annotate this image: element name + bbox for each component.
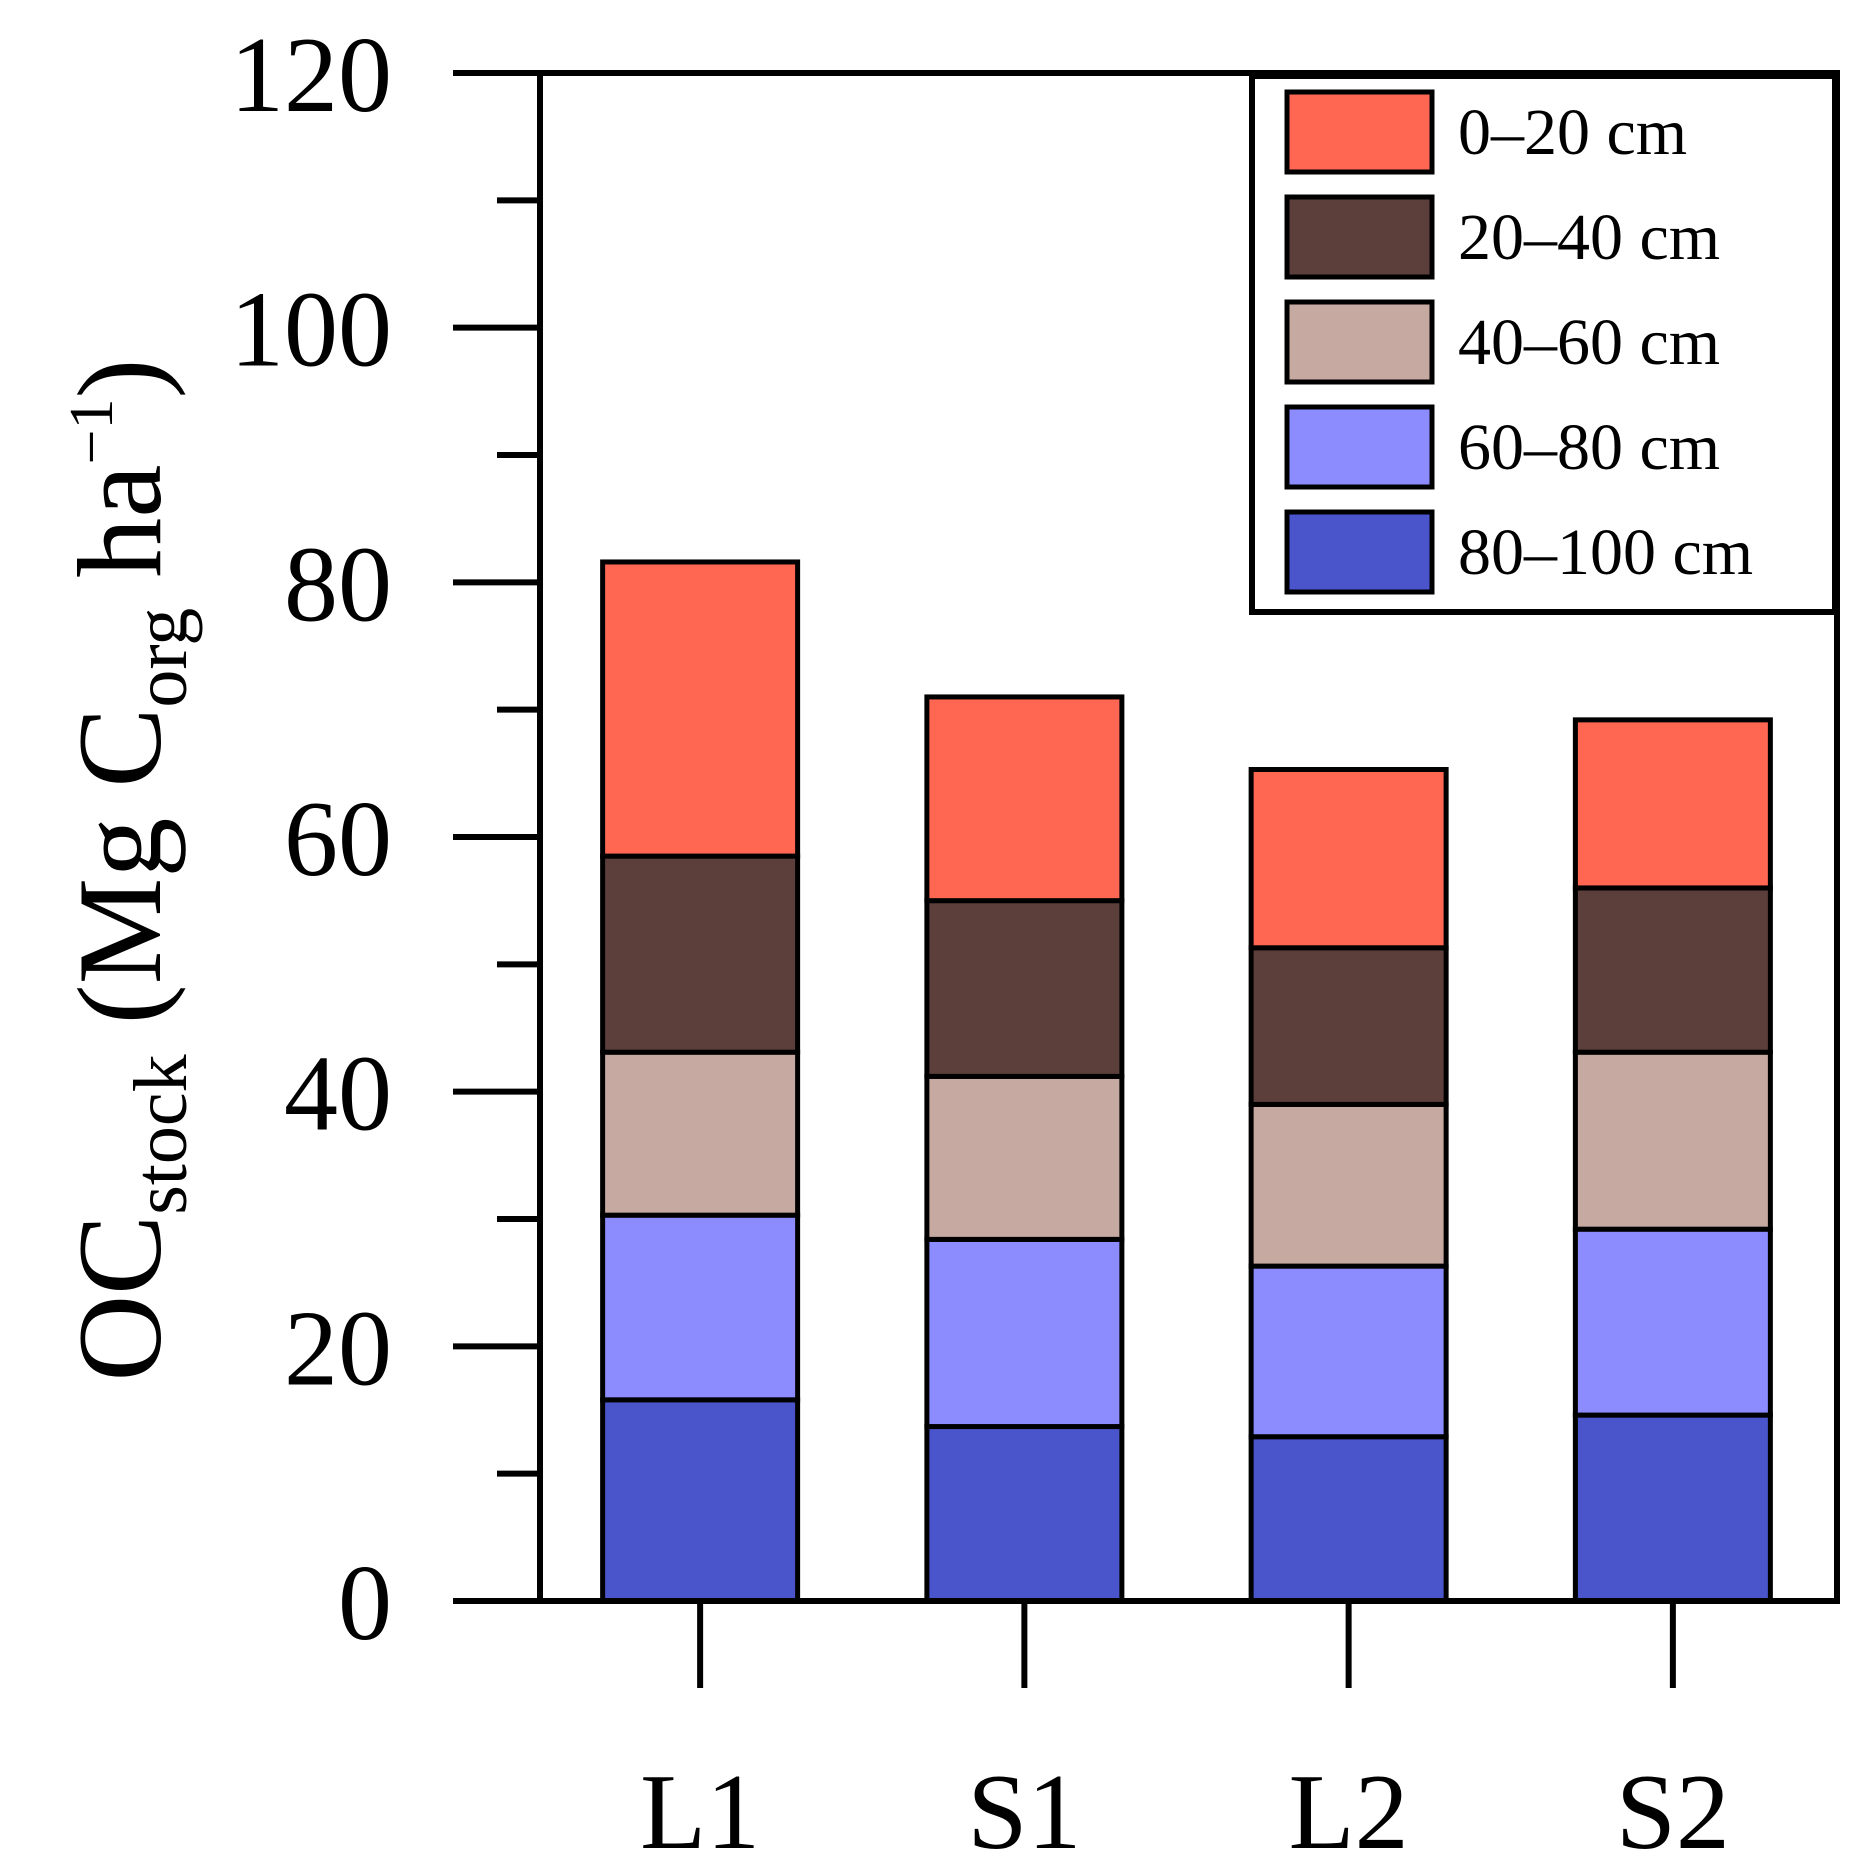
bar-segment-L1-20-40-cm: [600, 853, 801, 1055]
bar-segment-L1-60-80-cm: [600, 1212, 801, 1403]
bar-segment-S2-80-100-cm: [1572, 1412, 1773, 1604]
legend-swatch: [1284, 404, 1435, 490]
legend-swatch: [1284, 89, 1435, 175]
legend-swatch: [1284, 509, 1435, 595]
bar-segment-L2-0-20-cm: [1248, 767, 1449, 951]
bars-group: [600, 559, 1773, 1604]
legend-label: 40–60 cm: [1458, 306, 1720, 379]
bar-segment-S1-60-80-cm: [924, 1236, 1125, 1430]
bar-segment-S2-0-20-cm: [1572, 717, 1773, 891]
bar-segment-S1-80-100-cm: [924, 1424, 1125, 1604]
bar-segment-L2-40-60-cm: [1248, 1101, 1449, 1269]
legend-label: 20–40 cm: [1458, 201, 1720, 274]
axes-group: 0 20 40 60 80 100 120 L1 S1 L2 S2: [230, 16, 1837, 1872]
bar-segment-S1-20-40-cm: [924, 898, 1125, 1079]
y-tick-label: 40: [284, 1035, 392, 1154]
bar-segment-L1-0-20-cm: [600, 559, 801, 859]
x-tick-label: S1: [967, 1753, 1081, 1872]
y-tick-label: 60: [284, 780, 392, 899]
x-tick-label: S2: [1616, 1753, 1730, 1872]
bar-segment-L1-40-60-cm: [600, 1049, 801, 1218]
legend-label: 0–20 cm: [1458, 96, 1687, 169]
bar-segment-S2-40-60-cm: [1572, 1049, 1773, 1232]
legend-swatch: [1284, 194, 1435, 280]
legend-swatch: [1284, 299, 1435, 385]
bar-segment-S2-60-80-cm: [1572, 1226, 1773, 1418]
legend-label: 80–100 cm: [1458, 516, 1753, 589]
bar-segment-L1-80-100-cm: [600, 1397, 801, 1604]
bar-segment-S1-40-60-cm: [924, 1073, 1125, 1242]
bar-segment-S2-20-40-cm: [1572, 885, 1773, 1055]
y-tick-label: 80: [284, 525, 392, 644]
x-tick-label: L1: [640, 1753, 760, 1872]
y-tick-label: 100: [230, 271, 392, 390]
y-tick-label: 0: [338, 1544, 392, 1663]
bar-segment-L2-60-80-cm: [1248, 1263, 1449, 1440]
legend-label: 60–80 cm: [1458, 411, 1720, 484]
x-tick-label: L2: [1289, 1753, 1409, 1872]
bar-segment-L2-20-40-cm: [1248, 945, 1449, 1107]
bar-segment-L2-80-100-cm: [1248, 1434, 1449, 1604]
bar-segment-S1-0-20-cm: [924, 694, 1125, 904]
y-tick-label: 120: [230, 16, 392, 135]
y-axis-label: OCstock (Mg Corg ha−1): [53, 359, 203, 1382]
y-tick-label: 20: [284, 1289, 392, 1408]
legend: 0–20 cm 20–40 cm 40–60 cm 60–80 cm 80–100 cm: [1249, 73, 1838, 615]
